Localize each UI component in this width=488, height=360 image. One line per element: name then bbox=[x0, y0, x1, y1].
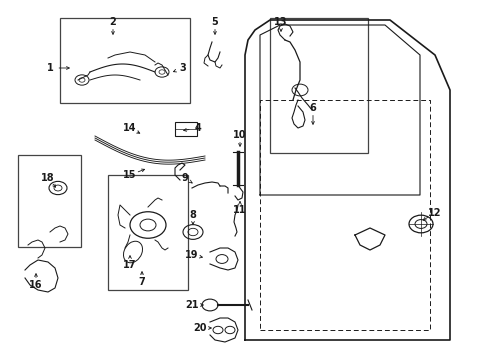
Text: 17: 17 bbox=[123, 260, 137, 270]
Text: 13: 13 bbox=[274, 17, 287, 27]
Bar bbox=[175, 122, 197, 136]
Text: 9: 9 bbox=[181, 173, 188, 183]
Text: 20: 20 bbox=[193, 323, 206, 333]
Text: 8: 8 bbox=[189, 210, 196, 220]
Text: 5: 5 bbox=[211, 17, 218, 27]
Text: 1: 1 bbox=[46, 63, 53, 73]
Bar bbox=[60, 18, 190, 103]
Text: 2: 2 bbox=[109, 17, 116, 27]
Text: 6: 6 bbox=[309, 103, 316, 113]
Text: 21: 21 bbox=[185, 300, 198, 310]
Text: 19: 19 bbox=[185, 250, 198, 260]
Text: 3: 3 bbox=[179, 63, 186, 73]
Text: 15: 15 bbox=[123, 170, 137, 180]
Text: 16: 16 bbox=[29, 280, 42, 290]
Text: 7: 7 bbox=[138, 277, 145, 287]
Text: 14: 14 bbox=[123, 123, 137, 133]
Bar bbox=[18, 155, 81, 247]
Text: 10: 10 bbox=[233, 130, 246, 140]
Text: 4: 4 bbox=[194, 123, 201, 133]
Text: 12: 12 bbox=[427, 208, 441, 218]
Text: 18: 18 bbox=[41, 173, 55, 183]
Text: 11: 11 bbox=[233, 205, 246, 215]
Bar bbox=[269, 18, 367, 153]
Bar bbox=[108, 175, 187, 290]
